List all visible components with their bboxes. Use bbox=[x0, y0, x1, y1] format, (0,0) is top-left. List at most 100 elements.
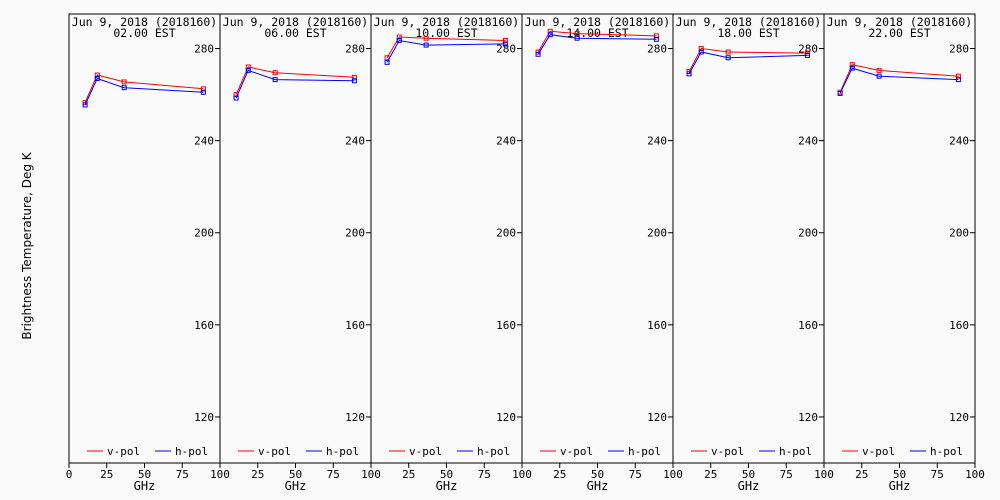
data-point-h-pol bbox=[245, 67, 251, 73]
y-tick-label: 160 bbox=[194, 319, 214, 332]
panel-title: Jun 9, 2018 (2018160) bbox=[72, 15, 217, 29]
panel-subtitle: 10.00 EST bbox=[415, 26, 477, 40]
x-axis-label: GHz bbox=[134, 479, 156, 493]
x-tick-label: 100 bbox=[814, 468, 834, 481]
x-tick-label: 50 bbox=[138, 468, 151, 481]
data-point-v-pol bbox=[698, 46, 704, 52]
x-axis-label: GHz bbox=[738, 479, 760, 493]
x-tick-label: 100 bbox=[210, 468, 230, 481]
chart-panel-2: Jun 9, 2018 (2018160)10.00 EST 120 160 200 2… bbox=[370, 13, 532, 493]
data-point-h-pol bbox=[574, 35, 580, 41]
legend-label-h-pol: h-pol bbox=[175, 445, 208, 458]
data-point-v-pol bbox=[200, 86, 206, 92]
series-line-h-pol bbox=[235, 69, 355, 99]
legend-label-v-pol: v-pol bbox=[862, 445, 895, 458]
chart-panel-5: Jun 9, 2018 (2018160)22.00 EST 120 160 200 2… bbox=[823, 13, 985, 493]
x-tick-label: 25 bbox=[704, 468, 717, 481]
y-tick-label: 120 bbox=[949, 411, 969, 424]
panel-subtitle: 14.00 EST bbox=[566, 26, 628, 40]
x-tick-label: 100 bbox=[965, 468, 985, 481]
data-point-h-pol bbox=[686, 71, 692, 77]
data-point-h-pol bbox=[502, 41, 508, 47]
y-tick-label: 240 bbox=[496, 135, 516, 148]
x-tick-label: 25 bbox=[855, 468, 868, 481]
series-line-v-pol bbox=[839, 64, 959, 93]
y-tick-label: 280 bbox=[798, 43, 818, 56]
data-point-v-pol bbox=[849, 62, 855, 68]
series-line-h-pol bbox=[537, 34, 657, 55]
x-tick-label: 75 bbox=[176, 468, 189, 481]
x-tick-label: 75 bbox=[780, 468, 793, 481]
x-tick-label: 25 bbox=[251, 468, 264, 481]
legend-label-v-pol: v-pol bbox=[711, 445, 744, 458]
y-tick-label: 160 bbox=[949, 319, 969, 332]
panel-title: Jun 9, 2018 (2018160) bbox=[827, 15, 972, 29]
y-tick-label: 280 bbox=[345, 43, 365, 56]
y-tick-label: 240 bbox=[194, 135, 214, 148]
x-axis-label: GHz bbox=[285, 479, 307, 493]
panel-title: Jun 9, 2018 (2018160) bbox=[676, 15, 821, 29]
data-point-h-pol bbox=[351, 78, 357, 84]
panel-subtitle: 18.00 EST bbox=[717, 26, 779, 40]
legend-label-h-pol: h-pol bbox=[628, 445, 661, 458]
data-point-v-pol bbox=[725, 49, 731, 55]
y-tick-label: 160 bbox=[647, 319, 667, 332]
x-tick-label: 50 bbox=[289, 468, 302, 481]
series-line-v-pol bbox=[84, 74, 204, 103]
y-tick-label: 120 bbox=[798, 411, 818, 424]
x-tick-label: 25 bbox=[553, 468, 566, 481]
data-point-h-pol bbox=[535, 51, 541, 57]
data-point-v-pol bbox=[574, 31, 580, 37]
data-point-h-pol bbox=[272, 77, 278, 83]
y-tick-label: 200 bbox=[345, 227, 365, 240]
x-tick-label: 25 bbox=[100, 468, 113, 481]
legend-label-h-pol: h-pol bbox=[326, 445, 359, 458]
data-point-h-pol bbox=[955, 77, 961, 83]
legend-label-v-pol: v-pol bbox=[409, 445, 442, 458]
data-point-h-pol bbox=[94, 75, 100, 81]
series-line-v-pol bbox=[537, 30, 657, 53]
data-point-h-pol bbox=[82, 102, 88, 108]
y-tick-label: 200 bbox=[496, 227, 516, 240]
series-line-h-pol bbox=[839, 67, 959, 94]
panel-subtitle: 06.00 EST bbox=[264, 26, 326, 40]
legend-label-v-pol: v-pol bbox=[258, 445, 291, 458]
series-line-h-pol bbox=[84, 77, 204, 106]
data-point-h-pol bbox=[121, 85, 127, 91]
panel-title: Jun 9, 2018 (2018160) bbox=[223, 15, 368, 29]
data-point-h-pol bbox=[849, 65, 855, 71]
y-tick-label: 120 bbox=[647, 411, 667, 424]
data-point-v-pol bbox=[653, 33, 659, 39]
y-tick-label: 120 bbox=[496, 411, 516, 424]
data-point-v-pol bbox=[955, 73, 961, 79]
panel-subtitle: 22.00 EST bbox=[868, 26, 930, 40]
data-point-h-pol bbox=[804, 52, 810, 58]
y-tick-label: 280 bbox=[949, 43, 969, 56]
x-axis-label: GHz bbox=[889, 479, 911, 493]
y-tick-label: 160 bbox=[496, 319, 516, 332]
x-axis-label: GHz bbox=[436, 479, 458, 493]
x-tick-label: 75 bbox=[327, 468, 340, 481]
panel-subtitle: 02.00 EST bbox=[113, 26, 175, 40]
y-tick-label: 200 bbox=[194, 227, 214, 240]
data-point-h-pol bbox=[396, 37, 402, 43]
data-point-v-pol bbox=[272, 70, 278, 76]
data-point-v-pol bbox=[351, 74, 357, 80]
legend-label-h-pol: h-pol bbox=[477, 445, 510, 458]
x-tick-label: 50 bbox=[893, 468, 906, 481]
chart-panel-3: Jun 9, 2018 (2018160)14.00 EST 120 160 200 2… bbox=[521, 13, 683, 493]
chart-panel-1: Jun 9, 2018 (2018160)06.00 EST 120 160 200 2… bbox=[219, 13, 381, 493]
legend-label-h-pol: h-pol bbox=[930, 445, 963, 458]
x-axis-label: GHz bbox=[587, 479, 609, 493]
x-tick-label: 50 bbox=[742, 468, 755, 481]
y-tick-label: 120 bbox=[194, 411, 214, 424]
y-tick-label: 200 bbox=[798, 227, 818, 240]
x-tick-label: 100 bbox=[663, 468, 683, 481]
y-tick-label: 280 bbox=[647, 43, 667, 56]
x-tick-label: 100 bbox=[361, 468, 381, 481]
chart-panels: Jun 9, 2018 (2018160)02.00 EST1201602002… bbox=[66, 13, 985, 493]
chart-panel-4: Jun 9, 2018 (2018160)18.00 EST 120 160 200 2… bbox=[672, 13, 834, 493]
y-tick-label: 280 bbox=[496, 43, 516, 56]
data-point-h-pol bbox=[837, 90, 843, 96]
data-point-h-pol bbox=[423, 42, 429, 48]
